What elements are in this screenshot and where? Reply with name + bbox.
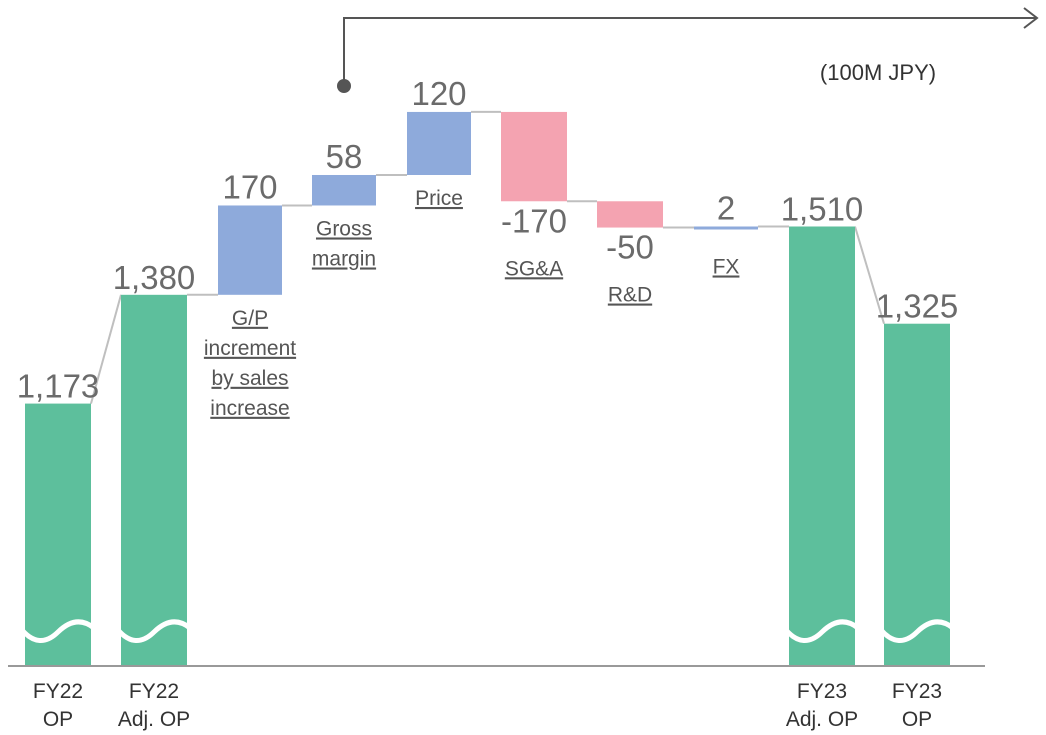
category-label-4-line-1: Gross: [316, 217, 372, 240]
category-label-9-line-1: FY23: [797, 680, 847, 703]
value-label-5: 120: [411, 75, 466, 112]
category-label-9-line-2: Adj. OP: [786, 708, 858, 731]
category-label-2-line-2: Adj. OP: [118, 708, 190, 731]
category-label-2-line-1: FY22: [129, 680, 179, 703]
category-label-3-line-3: by sales: [211, 367, 288, 390]
category-label-8-line-1: FX: [713, 255, 740, 278]
bar-5: [407, 111, 471, 175]
category-label-3-line-4: increase: [210, 397, 289, 420]
connector-1: [90, 294, 122, 404]
bracket-line: [343, 17, 1036, 86]
value-label-7: -50: [606, 229, 654, 266]
bar-9: [789, 226, 855, 666]
value-label-8: 2: [717, 189, 735, 226]
value-label-2: 1,380: [113, 259, 196, 296]
axis-break-wave-9: [783, 619, 861, 643]
category-label-10-line-2: OP: [902, 708, 932, 731]
bar-4: [312, 174, 376, 206]
bar-10: [884, 323, 950, 666]
axis-break-wave-10: [878, 619, 956, 643]
category-label-3-line-2: increment: [204, 337, 296, 360]
bracket-start-dot: [337, 79, 351, 93]
bar-6: [501, 111, 567, 202]
gross-margin-bracket-arrow: [337, 7, 1039, 93]
value-label-1: 1,173: [17, 368, 100, 405]
axis-break-marks: [19, 619, 956, 643]
bar-1: [25, 403, 91, 666]
connector-lines: [90, 110, 885, 404]
axis-break-wave-1: [19, 619, 97, 643]
bar-2: [121, 294, 187, 666]
arrow-head: [1023, 7, 1039, 29]
category-label-1-line-2: OP: [43, 708, 73, 731]
category-label-3-line-1: G/P: [232, 307, 268, 330]
labels-group: 1,173 FY22 OP 1,380 FY22 Adj. OP 170 G/P increme…: [17, 75, 959, 731]
value-label-4: 58: [326, 138, 363, 175]
bar-8: [694, 226, 758, 230]
bar-7: [597, 201, 663, 228]
category-label-5-line-1: Price: [415, 187, 463, 210]
bars-group: [25, 111, 950, 666]
value-label-6: -170: [501, 202, 567, 239]
category-label-4-line-2: margin: [312, 247, 376, 270]
category-label-10-line-1: FY23: [892, 680, 942, 703]
category-label-7-line-1: R&D: [608, 284, 652, 307]
value-label-3: 170: [222, 168, 277, 205]
category-label-6-line-1: SG&A: [505, 257, 563, 280]
value-label-9: 1,510: [781, 190, 864, 227]
unit-label: (100M JPY): [820, 60, 936, 85]
connector-9: [854, 226, 885, 324]
value-label-10: 1,325: [876, 288, 959, 325]
axis-break-wave-2: [115, 619, 193, 643]
category-label-1-line-1: FY22: [33, 680, 83, 703]
bar-3: [218, 205, 282, 295]
